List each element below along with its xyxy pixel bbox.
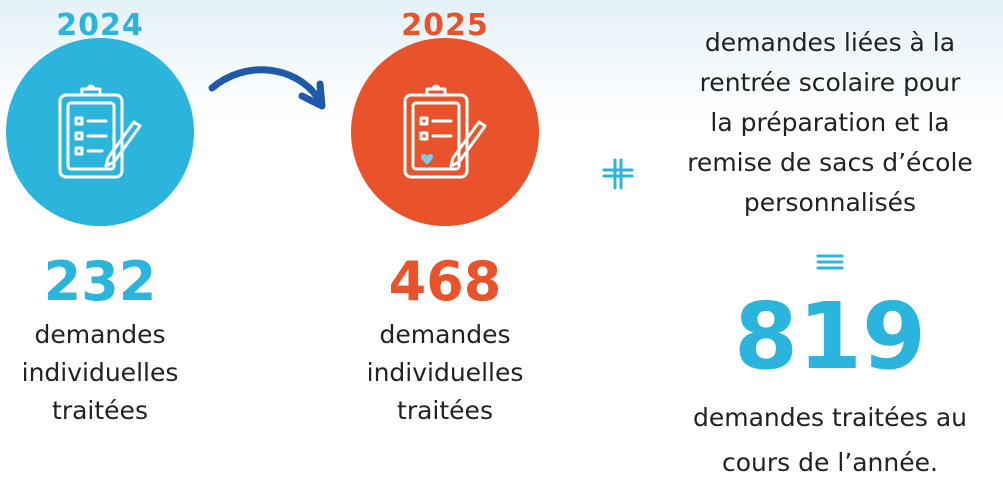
extra-line: personnalisés bbox=[743, 188, 917, 217]
extra-line: rentrée scolaire pour bbox=[699, 68, 961, 97]
extra-line: demandes liées à la bbox=[704, 28, 956, 57]
equals-sign bbox=[816, 254, 844, 270]
extra-count: 351 bbox=[680, 0, 980, 8]
label-line: traitées bbox=[397, 396, 493, 425]
clipboard-icon-2024 bbox=[58, 84, 142, 179]
circle-2025 bbox=[351, 38, 539, 226]
label-line: demandes bbox=[34, 320, 166, 349]
label-line: individuelles bbox=[21, 358, 179, 387]
total-line: cours de l’année. bbox=[722, 448, 938, 477]
year: 2024 bbox=[56, 8, 144, 43]
label-line: traitées bbox=[52, 396, 148, 425]
arrow-head bbox=[298, 80, 326, 110]
arrow bbox=[208, 66, 322, 102]
year: 2025 bbox=[401, 8, 489, 43]
plus-sign bbox=[602, 158, 634, 190]
total-line: demandes traitées au bbox=[692, 403, 968, 432]
extra-line: la préparation et la bbox=[710, 108, 950, 137]
count: 232 bbox=[43, 250, 157, 313]
clipboard-icon-2025 bbox=[403, 84, 487, 179]
extra-line: remise de sacs d’école bbox=[687, 148, 973, 177]
label-line: individuelles bbox=[366, 358, 524, 387]
total-count: 819 bbox=[733, 283, 927, 390]
circle-2024 bbox=[6, 38, 194, 226]
count: 468 bbox=[388, 250, 502, 313]
label-line: demandes bbox=[379, 320, 511, 349]
